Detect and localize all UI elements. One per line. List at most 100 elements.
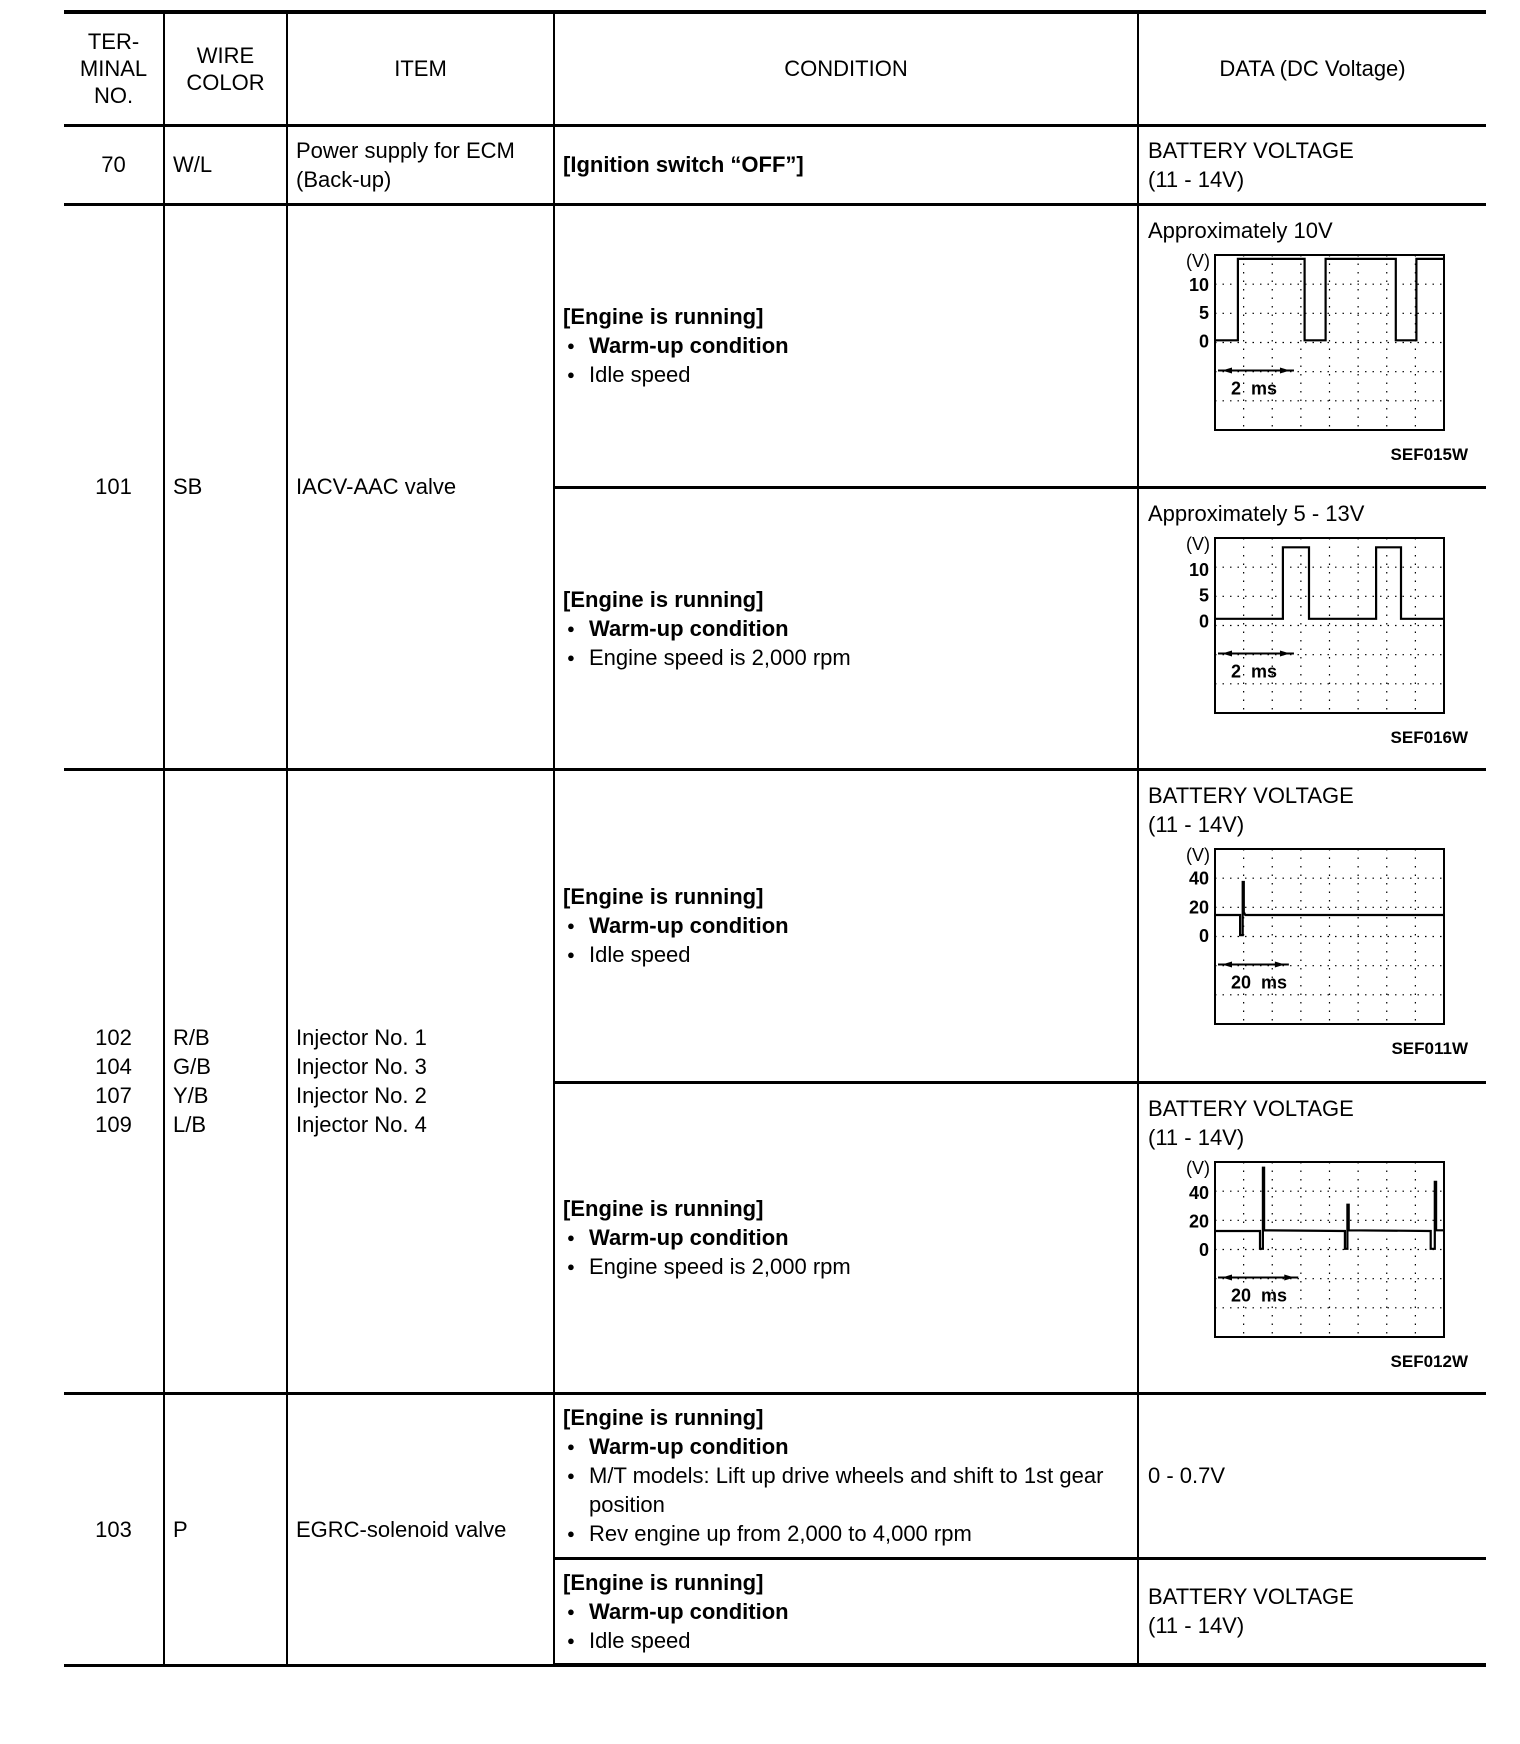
item-line: Injector No. 4 <box>296 1112 427 1137</box>
ecm-terminal-table: TER- MINAL NO. WIRE COLOR ITEM CONDITION DA… <box>64 10 1486 1667</box>
item-line: Injector No. 3 <box>296 1054 427 1079</box>
item-line: Power supply for ECM <box>296 137 515 163</box>
condition-title: [Engine is running] <box>563 586 764 612</box>
plot-frame <box>1214 1160 1445 1338</box>
table-row: [Engine is running] Warm-up conditionEng… <box>64 1080 1486 1395</box>
wire-line: R/B <box>173 1025 210 1050</box>
data-value: 0 - 0.7V <box>1137 1391 1486 1560</box>
item: Injector No. 1 Injector No. 3 Injector No.… <box>286 767 555 1395</box>
arrowhead-icon <box>1222 367 1232 373</box>
plot-frame <box>1214 536 1445 714</box>
y-unit-label: (V) <box>1186 845 1210 865</box>
condition-bullet: Idle speed <box>563 940 1129 969</box>
header-terminal-line: TER- <box>87 29 140 55</box>
condition-bullet: Idle speed <box>563 360 1129 389</box>
header-terminal-line: NO. <box>93 83 134 109</box>
y-tick-label: 40 <box>1189 868 1209 888</box>
data-line: (11 - 14V) <box>1148 1124 1245 1150</box>
condition-bullet: Engine speed is 2,000 rpm <box>563 1252 1129 1281</box>
condition: [Engine is running] Warm-up conditionEng… <box>554 485 1139 771</box>
condition-title: [Engine is running] <box>563 1405 764 1430</box>
condition: [Engine is running] Warm-up conditionEng… <box>554 1080 1139 1395</box>
table-row: [Engine is running] Warm-up conditionEng… <box>64 485 1486 771</box>
condition-bullet: Warm-up condition <box>563 331 1129 360</box>
data-line: (11 - 14V) <box>1148 1613 1245 1639</box>
header-wire-line: COLOR <box>186 69 265 95</box>
figure-code: SEF016W <box>1391 728 1469 747</box>
condition-title: [Engine is running] <box>563 884 764 909</box>
item: Power supply for ECM (Back-up) <box>286 123 555 206</box>
condition: [Engine is running] Warm-up conditionIdl… <box>553 202 1139 489</box>
signal-trace <box>1215 880 1444 936</box>
arrowhead-icon <box>1279 367 1290 373</box>
data-line: (11 - 14V) <box>1148 166 1245 192</box>
wire-color: W/L <box>163 123 288 206</box>
wire-line: Y/B <box>173 1083 209 1108</box>
y-tick-label: 0 <box>1199 611 1209 631</box>
time-scale-label: 20 ms <box>1231 972 1287 992</box>
y-tick-label: 20 <box>1189 897 1209 917</box>
condition-bullet: Rev engine up from 2,000 to 4,000 rpm <box>563 1519 1129 1548</box>
terminal-line: 107 <box>95 1083 132 1108</box>
condition-bullet: Warm-up condition <box>563 614 1129 643</box>
table-row: 102 104 107 109 R/B G/B Y/B L/B Injector No. 1… <box>64 767 1486 1395</box>
y-tick-label: 40 <box>1189 1182 1209 1202</box>
arrowhead-icon <box>1274 961 1285 967</box>
condition-list: Warm-up conditionEngine speed is 2,000 r… <box>563 1223 1129 1281</box>
data-line: BATTERY VOLTAGE <box>1148 137 1354 163</box>
arrowhead-icon <box>1279 650 1290 656</box>
y-tick-label: 20 <box>1189 1211 1209 1231</box>
condition-bullet: M/T models: Lift up drive wheels and shi… <box>563 1461 1129 1519</box>
data-value: BATTERY VOLTAGE (11 - 14V) <box>1137 1556 1486 1667</box>
data-value: BATTERY VOLTAGE (11 - 14V) <box>1137 123 1486 206</box>
condition: [Engine is running] Warm-up conditionIdl… <box>553 767 1139 1084</box>
condition-bullet: Warm-up condition <box>563 1223 1129 1252</box>
condition-list: Warm-up conditionEngine speed is 2,000 r… <box>563 614 1129 672</box>
data-value: Approximately 10V (V) 10 5 0 2 ms SEF015W <box>1137 202 1486 489</box>
wire-color: SB <box>163 202 288 771</box>
header-wire-line: WIRE <box>196 42 255 68</box>
header-item: ITEM <box>286 10 555 127</box>
condition: [Engine is running] Warm-up conditionIdl… <box>554 1556 1139 1667</box>
item-line: (Back-up) <box>296 166 392 192</box>
y-tick-label: 5 <box>1199 585 1209 605</box>
signal-trace <box>1215 1166 1444 1250</box>
table-row: [Engine is running] Warm-up conditionIdl… <box>64 1556 1486 1667</box>
condition-title: [Engine is running] <box>563 1196 764 1221</box>
condition-list: Warm-up conditionM/T models: Lift up dri… <box>563 1432 1129 1548</box>
data-value: Approximately 5 - 13V (V) 10 5 0 2 ms SEF016W <box>1137 485 1486 771</box>
signal-trace <box>1215 257 1444 341</box>
header-terminal-line: MINAL <box>79 56 148 82</box>
data-line: BATTERY VOLTAGE <box>1148 1095 1354 1121</box>
y-tick-label: 5 <box>1199 303 1209 323</box>
y-unit-label: (V) <box>1186 251 1210 271</box>
y-tick-label: 10 <box>1189 559 1209 579</box>
wire-line: L/B <box>173 1112 207 1137</box>
y-unit-label: (V) <box>1186 534 1210 554</box>
header-terminal: TER- MINAL NO. <box>64 10 165 127</box>
header-data: DATA (DC Voltage) <box>1137 10 1486 127</box>
terminal-no: 102 104 107 109 <box>64 767 165 1395</box>
condition: [Ignition switch “OFF”] <box>553 123 1139 206</box>
waveform-figure: (V) 10 5 0 2 ms SEF016W <box>1186 534 1469 747</box>
arrowhead-icon <box>1284 1274 1295 1280</box>
data-line: BATTERY VOLTAGE <box>1148 782 1354 808</box>
wire-line: G/B <box>173 1054 211 1079</box>
y-tick-label: 10 <box>1189 275 1209 295</box>
condition-bullet: Idle speed <box>563 1626 1129 1655</box>
table-row: 103 P EGRC-solenoid valve [Engine is run… <box>64 1391 1486 1667</box>
terminal-line: 109 <box>95 1112 132 1137</box>
signal-trace <box>1215 545 1444 620</box>
waveform-figure: (V) 10 5 0 2 ms SEF015W <box>1186 251 1469 464</box>
header-row: TER- MINAL NO. WIRE COLOR ITEM CONDITION DA… <box>64 10 1486 127</box>
y-tick-label: 0 <box>1199 926 1209 946</box>
time-scale-label: 20 ms <box>1231 1285 1287 1305</box>
condition-title: [Engine is running] <box>563 1569 764 1595</box>
item: EGRC-solenoid valve <box>286 1391 555 1667</box>
condition-bullet: Engine speed is 2,000 rpm <box>563 643 1129 672</box>
time-scale-label: 2 ms <box>1231 661 1277 681</box>
y-tick-label: 0 <box>1199 331 1209 351</box>
data-line: BATTERY VOLTAGE <box>1148 1584 1354 1610</box>
waveform-figure: (V) 40 20 0 20 ms SEF012W <box>1186 1158 1469 1371</box>
terminal-line: 104 <box>95 1054 132 1079</box>
